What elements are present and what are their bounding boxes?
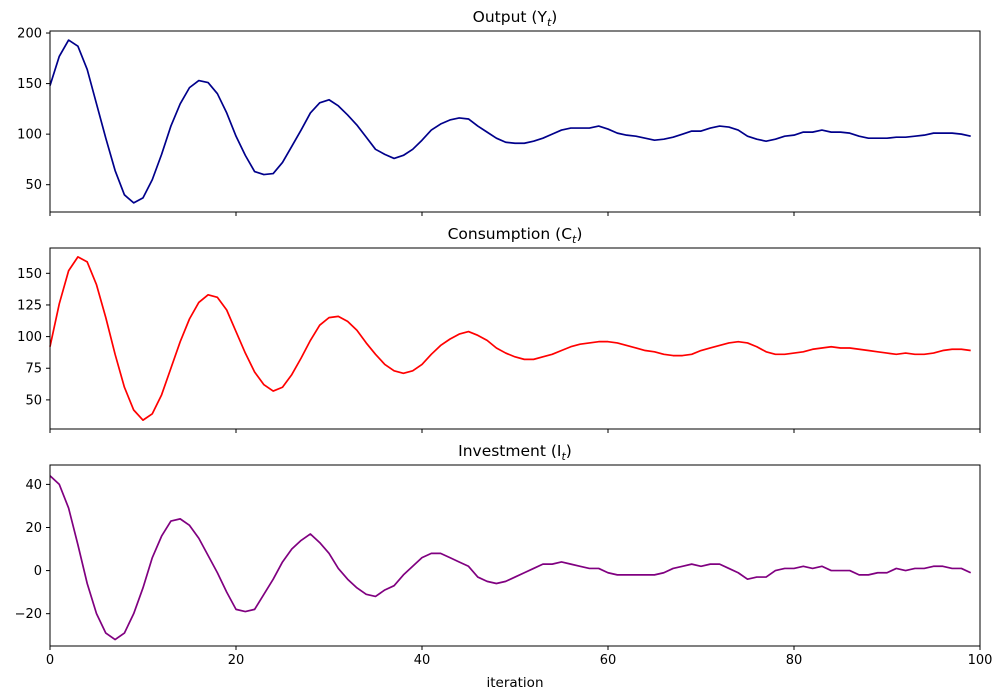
investment-x-tick-label: 40 (414, 653, 431, 668)
investment-y-tick-label: −20 (15, 607, 42, 622)
investment-x-tick-label: 20 (228, 653, 245, 668)
consumption-y-tick-label: 100 (17, 330, 42, 345)
output-series-line (49, 39, 971, 204)
investment-series-line (49, 475, 972, 641)
investment-y-tick-label: 20 (25, 521, 42, 536)
output-y-tick-label: 150 (17, 77, 42, 92)
subplot-investment: Investment (It) iteration −20 0 20 40 0 20 40 6… (15, 442, 993, 691)
investment-x-tick-label: 0 (46, 653, 54, 668)
investment-x-tick-label: 100 (968, 653, 993, 668)
investment-x-tick-label: 60 (600, 653, 617, 668)
consumption-series-line (49, 256, 971, 421)
subplot-output: Output (Yt) 50 100 150 200 (17, 8, 981, 216)
consumption-y-tick-label: 50 (25, 393, 42, 408)
investment-axes-frame (49, 464, 981, 647)
consumption-y-tick-label: 125 (17, 298, 42, 313)
subplot-investment-title: Investment (It) (458, 442, 572, 463)
x-axis-label: iteration (486, 675, 543, 691)
consumption-y-tick-label: 75 (25, 362, 42, 377)
output-y-tick-label: 100 (17, 128, 42, 143)
subplot-consumption: Consumption (Ct) 50 75 100 125 150 (17, 225, 981, 433)
investment-y-tick-label: 0 (34, 564, 42, 579)
consumption-axes-frame (49, 247, 981, 430)
subplot-output-title: Output (Yt) (473, 8, 558, 29)
output-y-tick-label: 50 (25, 178, 42, 193)
output-axes-frame (49, 30, 981, 213)
output-y-tick-label: 200 (17, 27, 42, 42)
investment-y-tick-label: 40 (25, 478, 42, 493)
subplot-consumption-title: Consumption (Ct) (448, 225, 583, 246)
investment-x-tick-label: 80 (786, 653, 803, 668)
consumption-y-tick-label: 150 (17, 267, 42, 282)
